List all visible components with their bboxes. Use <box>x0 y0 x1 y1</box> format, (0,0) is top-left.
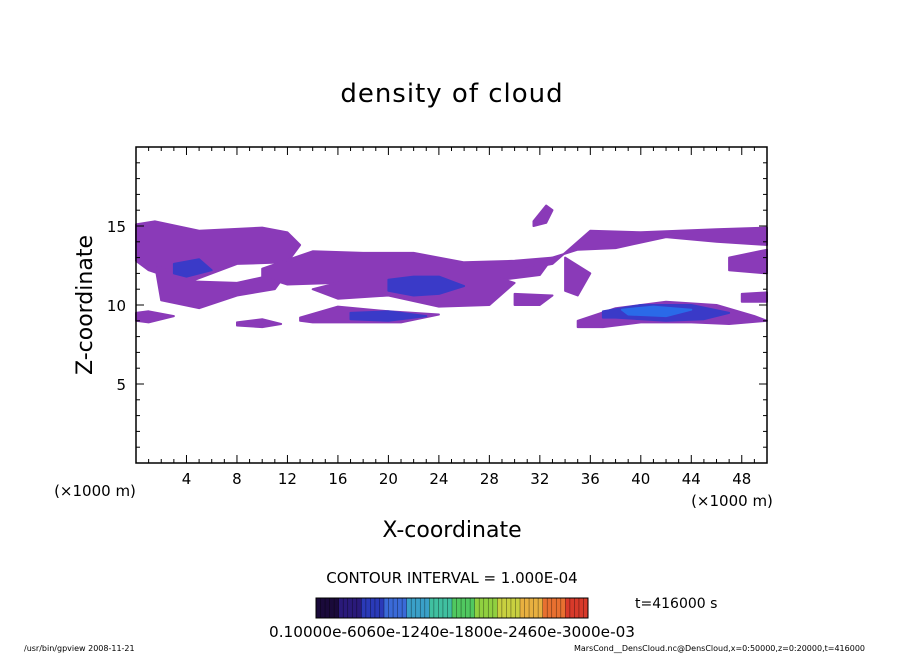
x-tick-label: 44 <box>682 470 701 488</box>
cloud-region-low <box>153 262 289 310</box>
y-tick-label: 10 <box>107 297 126 315</box>
x-tick-label: 28 <box>480 470 499 488</box>
x-tick-label: 16 <box>328 470 347 488</box>
colorbar-band <box>338 598 362 618</box>
contour-interval: CONTOUR INTERVAL = 1.000E-04 <box>326 569 577 587</box>
cloud-region-low <box>740 291 768 303</box>
colorbar-band <box>474 598 498 618</box>
x-axis-label: X-coordinate <box>382 518 521 543</box>
y-tick-label: 5 <box>116 376 126 394</box>
cloud-region-mid <box>387 275 466 297</box>
x-tick-label: 32 <box>530 470 549 488</box>
cloud-region-low <box>532 204 554 227</box>
colorbar-band <box>452 598 476 618</box>
chart-title: density of cloud <box>340 79 563 109</box>
x-tick-label: 4 <box>182 470 192 488</box>
cloud-region-mid <box>349 310 428 322</box>
x-unit-right: (×1000 m) <box>691 492 773 510</box>
x-tick-label: 8 <box>232 470 242 488</box>
colorbar-band <box>542 598 566 618</box>
colorbar-band <box>565 598 589 618</box>
colorbar-frame <box>315 597 589 619</box>
time-label: t=416000 s <box>635 596 717 612</box>
colorbar-band <box>429 598 453 618</box>
colorbar-band <box>520 598 544 618</box>
cloud-region-high <box>620 305 693 318</box>
colorbar-band <box>384 598 408 618</box>
y-axis: 5 10 15 <box>107 162 767 448</box>
cloud-region-low <box>513 292 554 306</box>
x-tick-label: 36 <box>581 470 600 488</box>
x-tick-label: 48 <box>732 470 751 488</box>
x-tick-label: 20 <box>379 470 398 488</box>
cloud-region-low <box>135 310 175 324</box>
cloud-region-low <box>236 318 283 329</box>
colorbar-band <box>406 598 430 618</box>
colorbar-band <box>316 598 340 618</box>
cloud-region-low <box>728 248 768 275</box>
colorbar-band <box>361 598 385 618</box>
cloud-region-low <box>564 256 592 297</box>
cloud-region-low <box>261 250 554 300</box>
footer-left: /usr/bin/gpview 2008-11-21 <box>24 644 135 653</box>
x-unit-left: (×1000 m) <box>54 482 136 500</box>
x-axis: 4 8 12 16 20 24 28 32 36 40 44 48 <box>148 147 755 488</box>
y-axis-label: Z-coordinate <box>73 235 98 375</box>
x-tick-label: 24 <box>429 470 448 488</box>
y-tick-label: 15 <box>107 218 126 236</box>
x-tick-label: 12 <box>278 470 297 488</box>
cloud-region-low <box>501 226 768 275</box>
footer-right: MarsCond__DensCloud.nc@DensCloud,x=0:500… <box>574 644 865 653</box>
colorbar-band <box>497 598 521 618</box>
colorbar-tick-labels: 0.10000e-6060e-1240e-1800e-2460e-3000e-0… <box>269 623 635 641</box>
cloud-regions <box>135 204 768 329</box>
x-tick-label: 40 <box>631 470 650 488</box>
cloud-region-mid <box>172 258 213 278</box>
colorbar <box>316 598 589 618</box>
